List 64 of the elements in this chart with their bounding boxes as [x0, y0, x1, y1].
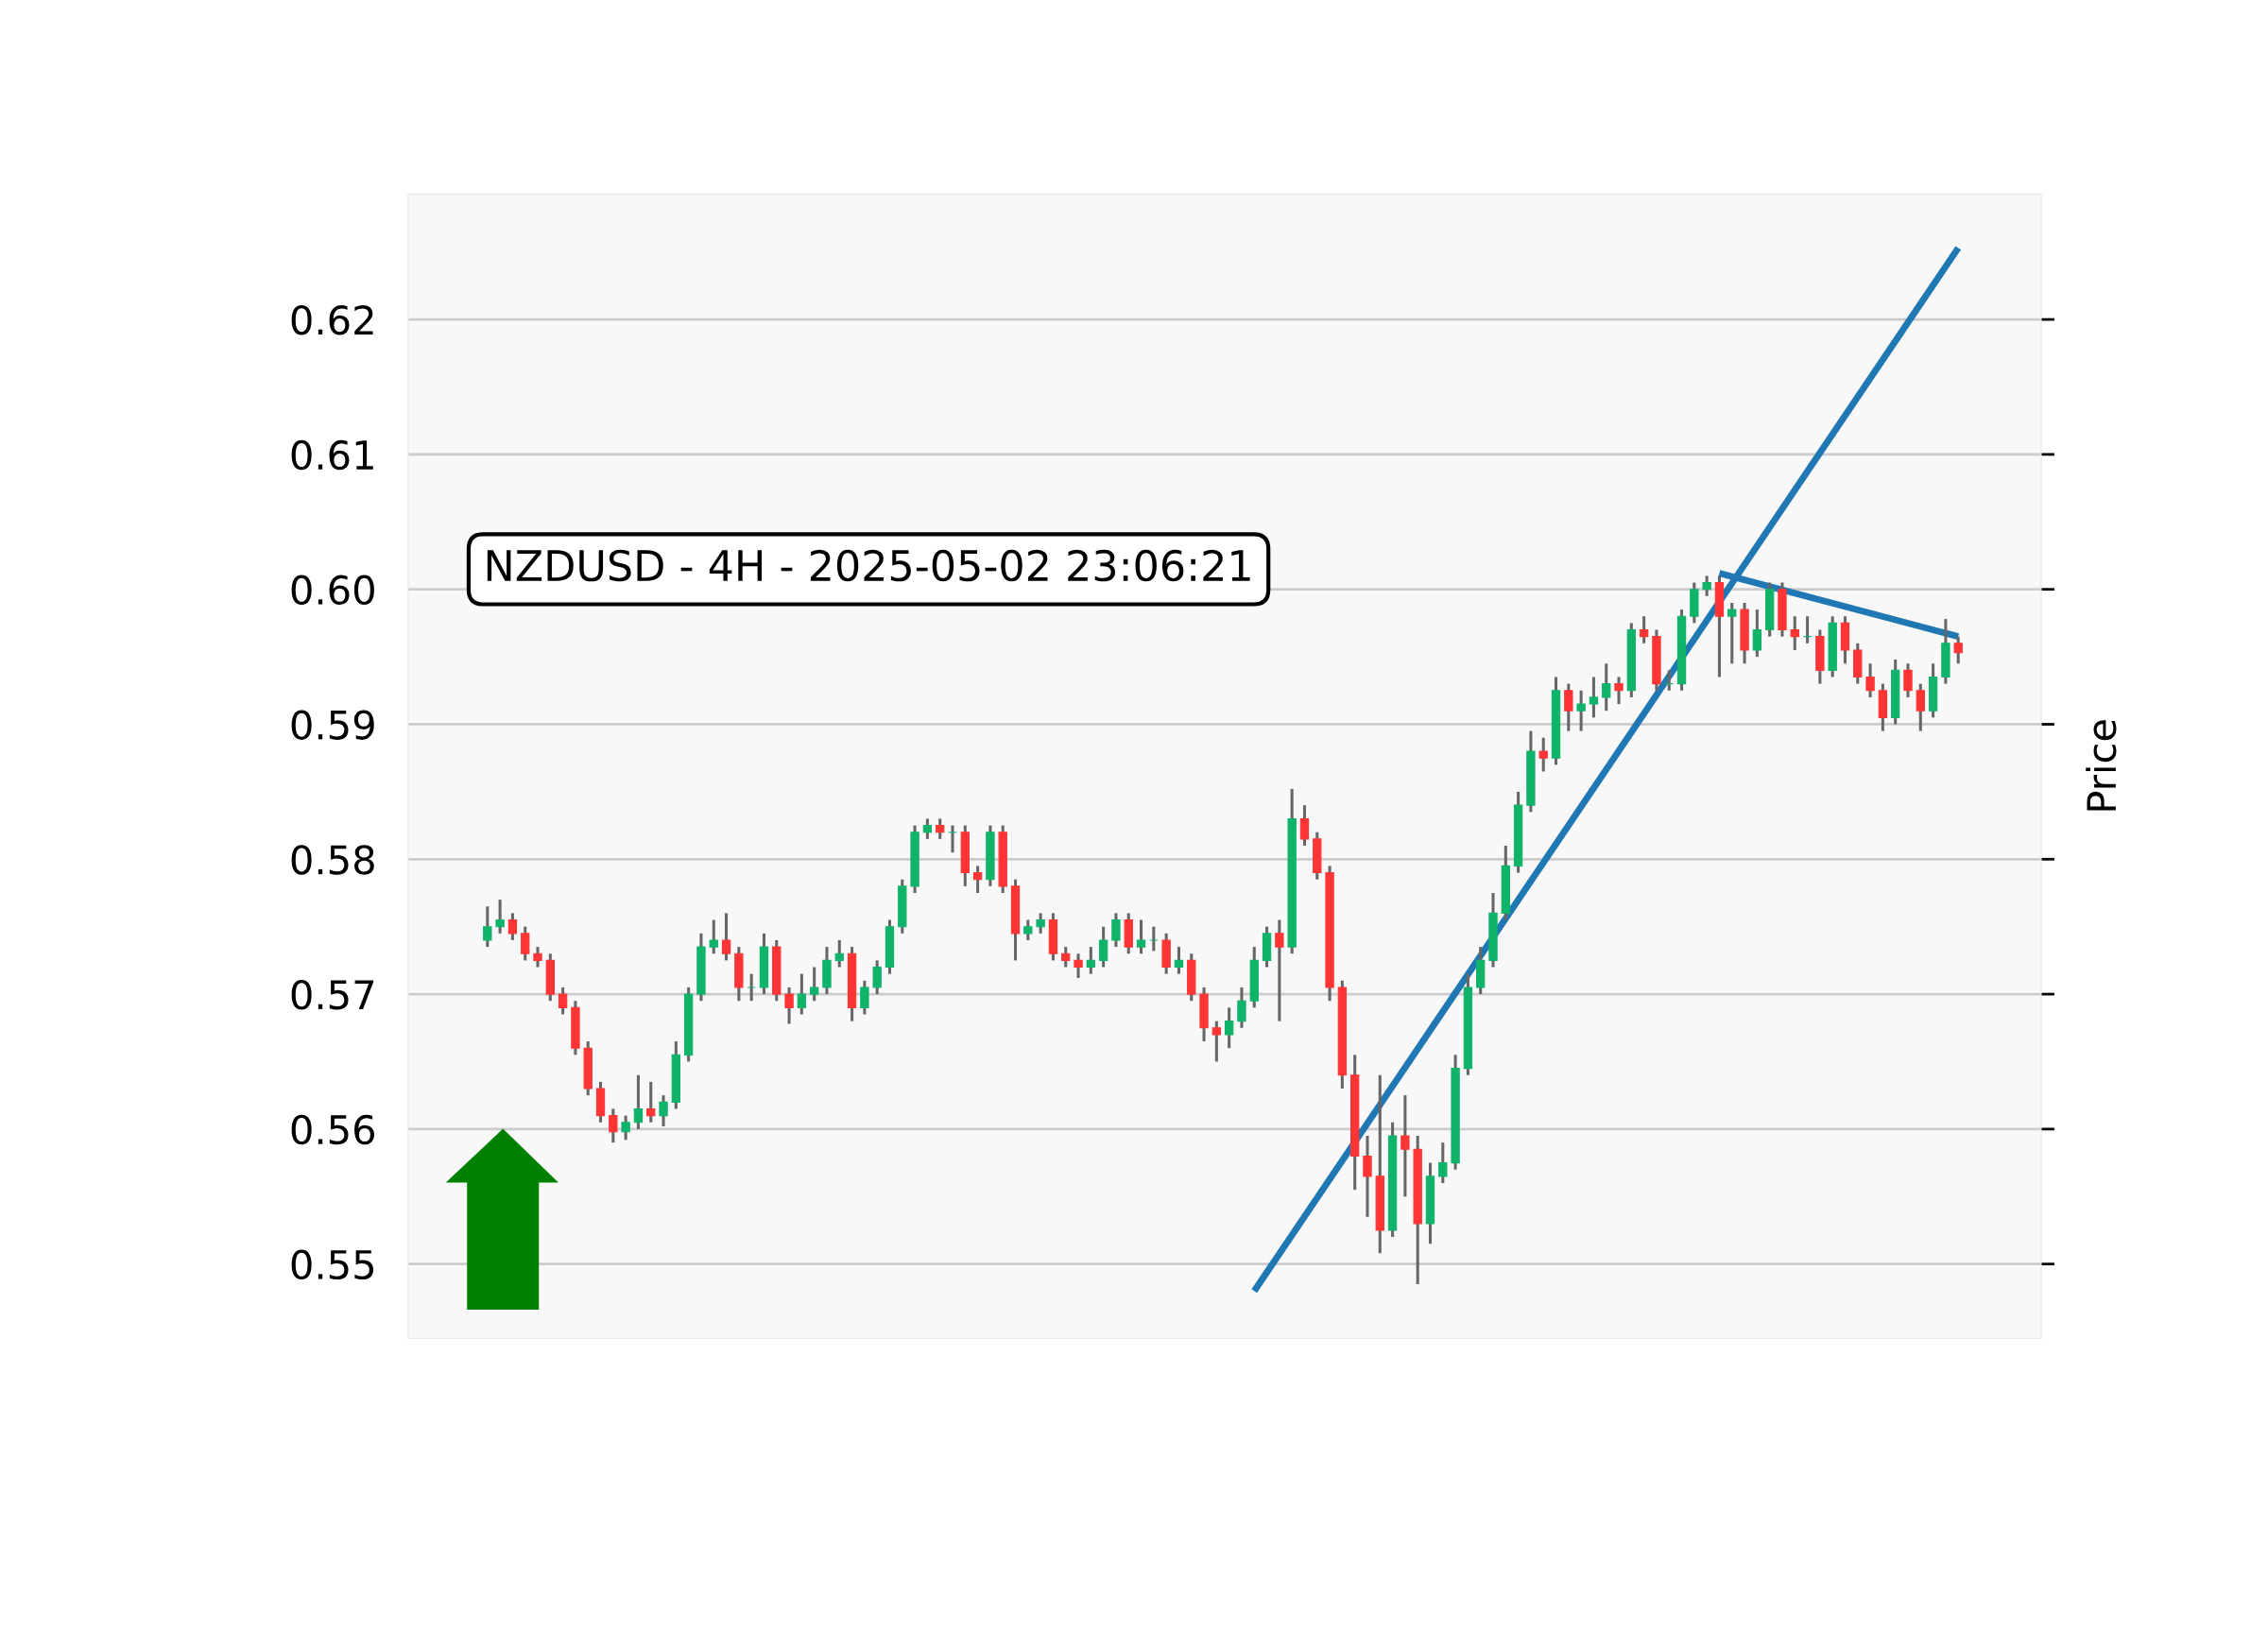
- candlestick: [533, 947, 542, 968]
- candlestick: [609, 1108, 618, 1144]
- candlestick: [1400, 1095, 1410, 1197]
- candlestick: [521, 926, 530, 961]
- candlestick: [1727, 601, 1737, 665]
- candlestick: [972, 866, 983, 893]
- candlestick: [1224, 1007, 1234, 1050]
- candlestick: [797, 973, 807, 1015]
- candlestick: [1098, 926, 1108, 968]
- annotation: NZDUSD - 4H - 2025-05-02 23:06:21: [487, 549, 1250, 582]
- candlestick: [1275, 919, 1284, 1021]
- candlestick: [1538, 737, 1548, 772]
- candlestick: [936, 818, 945, 839]
- candlestick: [1174, 947, 1184, 974]
- y-tick-label: 0.57: [291, 979, 374, 1010]
- candlestick: [1903, 663, 1913, 697]
- candlestick: [1086, 947, 1096, 974]
- y-axis-title: Price: [2086, 720, 2117, 811]
- candlestick: [1237, 986, 1246, 1028]
- candlestick: [809, 967, 819, 1003]
- candlestick: [1702, 575, 1711, 596]
- y-tick-label: 0.55: [291, 1249, 374, 1280]
- y-tick-label: 0.61: [291, 439, 373, 471]
- candlestick: [659, 1095, 668, 1127]
- y-tick-label: 0.58: [291, 845, 374, 875]
- candlestick: [922, 818, 933, 839]
- candlestick: [1036, 913, 1045, 934]
- candlestick: [1589, 677, 1599, 718]
- candlestick: [1576, 689, 1586, 731]
- candlestick: [507, 913, 518, 940]
- candlestick: [1211, 1021, 1222, 1062]
- candlestick: [1136, 919, 1146, 954]
- candlestick: [1438, 1142, 1448, 1183]
- candlestick: [860, 979, 869, 1015]
- candlestick: [1564, 683, 1573, 731]
- y-tick-label: 0.56: [291, 1114, 375, 1145]
- candlestick: [633, 1074, 644, 1129]
- candlestick: [784, 986, 794, 1024]
- candlestick: [834, 938, 844, 968]
- candlestick: [1602, 663, 1611, 712]
- candlestick: [709, 919, 718, 954]
- candlestick: [1074, 953, 1083, 978]
- y-tick-label: 0.60: [291, 575, 374, 606]
- candlestick: [1111, 913, 1121, 949]
- candlestick: [1299, 805, 1310, 846]
- candlestick: [1790, 616, 1799, 650]
- candlestick: [1916, 683, 1925, 731]
- candlestick: [721, 913, 731, 961]
- candlestick: [1639, 616, 1649, 643]
- candlestick: [621, 1115, 630, 1141]
- candlestick: [495, 900, 505, 934]
- candlestick: [1023, 919, 1033, 940]
- candlestick: [1614, 677, 1624, 706]
- y-tick-label: 0.62: [291, 304, 373, 335]
- y-tick-label: 0.59: [291, 710, 374, 740]
- candlestick: [646, 1080, 656, 1123]
- candlestick: [1061, 947, 1071, 968]
- candlestick: [1752, 609, 1762, 659]
- candlestick: [1953, 636, 1963, 665]
- candlestick: [1865, 663, 1875, 697]
- candlestick: [872, 960, 882, 996]
- candlestick: [1363, 1136, 1372, 1217]
- candlestick: [483, 906, 492, 949]
- candlestick: [558, 986, 568, 1015]
